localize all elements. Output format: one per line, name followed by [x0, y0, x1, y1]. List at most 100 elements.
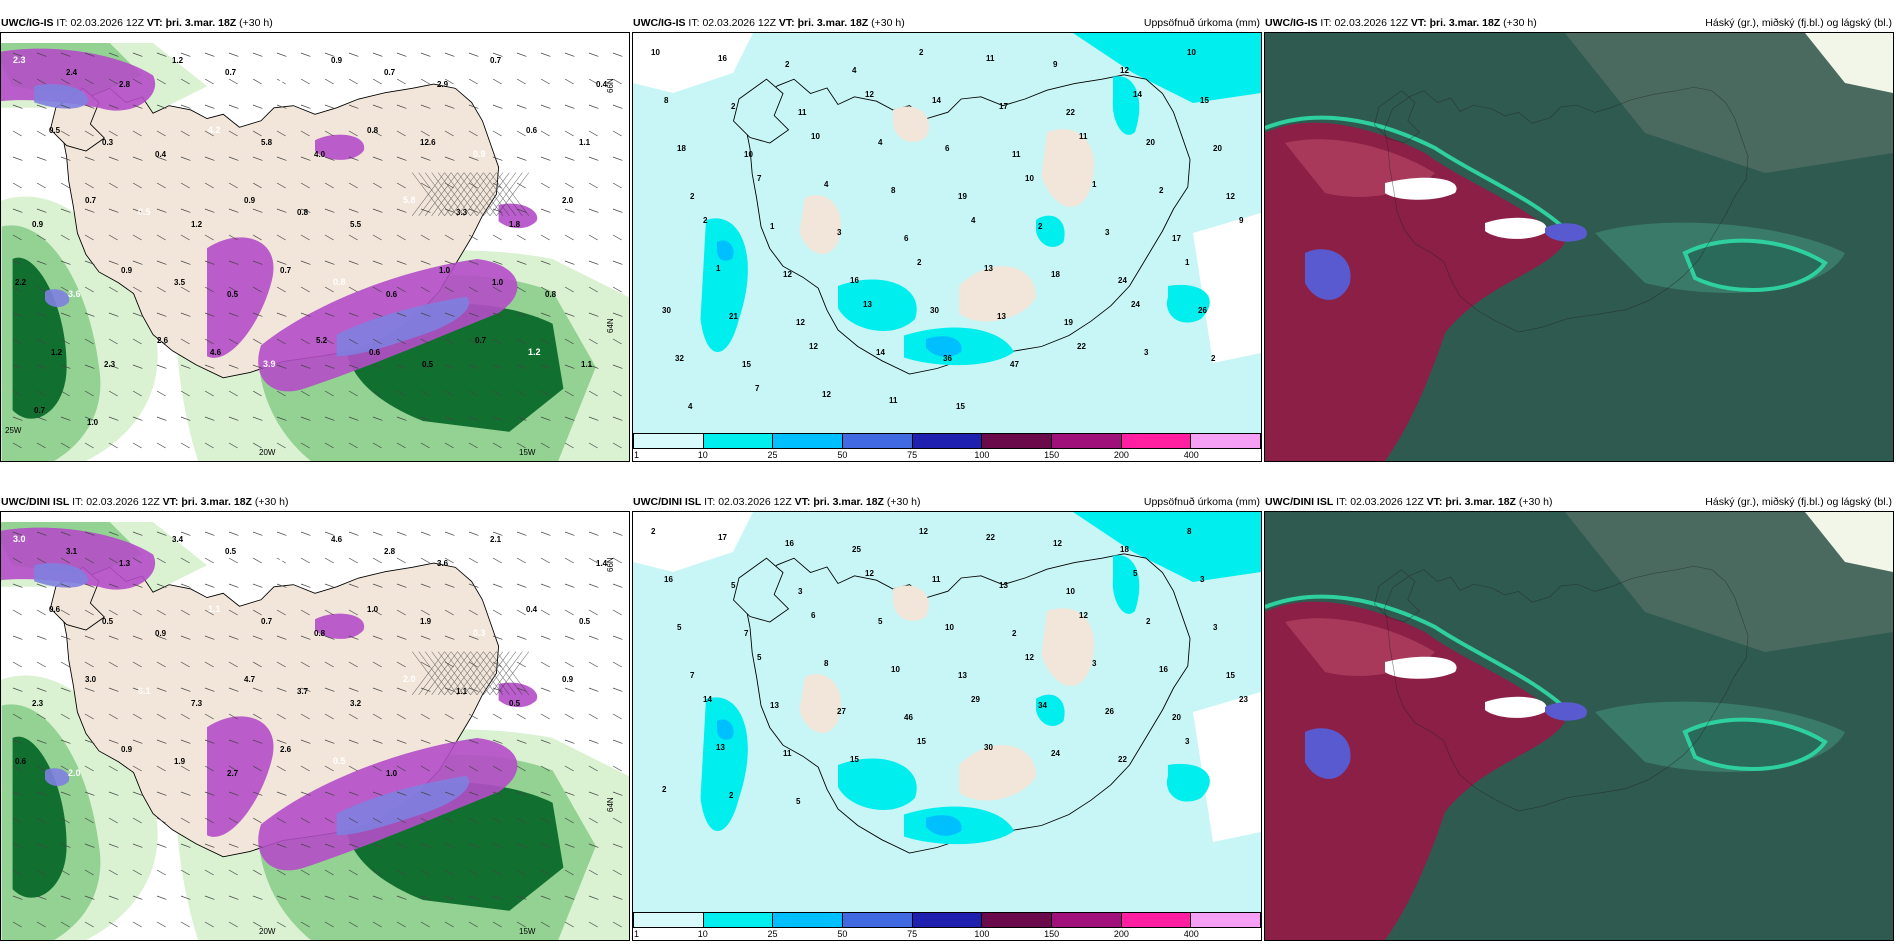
precip-value-label: 8 [664, 96, 669, 105]
gust-value-label: 3.0 [85, 675, 97, 684]
precip-value-label: 7 [755, 384, 760, 393]
colorbar-swatch [773, 913, 844, 927]
gust-value-label: 5.8 [261, 138, 273, 147]
precip-value-label: 3 [1200, 575, 1205, 584]
precip-value-label: 11 [932, 575, 941, 584]
panel-subtitle: Uppsöfnuð úrkoma (mm) [1143, 17, 1260, 29]
colorbar-swatch [1121, 913, 1192, 927]
precip-value-label: 7 [757, 174, 762, 183]
panel-dini-precip: UWC/DINI ISL IT: 02.03.2026 12Z VT: þri.… [632, 493, 1262, 941]
precip-value-label: 13 [984, 264, 993, 273]
panel-ig-wind: UWC/IG-IS IT: 02.03.2026 12Z VT: þri. 3.… [0, 14, 630, 462]
gust-value-label: 2.9 [437, 80, 449, 89]
precip-value-label: 6 [904, 234, 909, 243]
precip-value-label: 18 [1051, 270, 1060, 279]
precip-value-label: 10 [945, 623, 954, 632]
gust-value-label: 4.7 [244, 675, 256, 684]
precip-value-label: 17 [999, 102, 1008, 111]
precip-value-label: 46 [904, 713, 913, 722]
gust-value-label: 0.9 [121, 745, 133, 754]
gust-value-label: 1.1 [456, 687, 468, 696]
gust-value-label: 0.9 [155, 629, 167, 638]
precip-value-label: 11 [798, 108, 807, 117]
gust-value-label: 0.6 [369, 348, 381, 357]
precip-value-label: 22 [986, 533, 995, 542]
colorbar-swatch [982, 913, 1053, 927]
cloud-map [1264, 511, 1894, 941]
colorbar-tick-label: 400 [1183, 450, 1199, 460]
gust-value-label: 0.8 [545, 290, 557, 299]
gust-value-label: 3.0 [13, 534, 26, 544]
precip-value-label: 4 [852, 66, 857, 75]
colorbar-swatch [1191, 434, 1261, 448]
gust-value-label: 0.5 [509, 699, 521, 708]
precip-value-label: 3 [837, 228, 842, 237]
colorbar-tick-label: 1 [634, 929, 640, 939]
precip-value-label: 2 [1211, 354, 1216, 363]
colorbar-tick-label: 25 [767, 450, 778, 460]
colorbar-ticks: 1 10 25 50 75 100 150 200 400 [633, 450, 1261, 461]
precip-value-label: 2 [1012, 629, 1017, 638]
gust-value-label: 1.0 [367, 605, 379, 614]
colorbar-swatch [843, 434, 913, 448]
precip-value-label: 10 [651, 48, 660, 57]
precip-value-label: 24 [1051, 749, 1060, 758]
precip-value-label: 13 [770, 701, 779, 710]
precip-value-label: 19 [958, 192, 967, 201]
gust-value-label: 0.3 [473, 628, 486, 638]
gust-value-label: 2.3 [13, 55, 26, 65]
gust-value-label: 3.1 [66, 547, 78, 556]
gust-value-label: 2.0 [403, 674, 416, 684]
gust-value-label: 3.7 [297, 687, 309, 696]
colorbar-tick-label: 200 [1113, 929, 1129, 939]
gust-value-label: 0.8 [314, 629, 326, 638]
gust-value-label: 0.7 [490, 56, 502, 65]
gust-value-label: 0.6 [49, 605, 61, 614]
gust-value-label: 0.5 [333, 756, 346, 766]
precip-value-label: 12 [1120, 66, 1129, 75]
precip-map: 2 17 16 25 12 22 12 18 8 16 5 3 12 11 13 10 5 3 5 7 6 5 10 2 12 2… [632, 511, 1262, 941]
panel-title: UWC/IG-IS IT: 02.03.2026 12Z VT: þri. 3.… [1, 17, 273, 29]
precip-value-label: 9 [1239, 216, 1244, 225]
precip-value-label: 16 [785, 539, 794, 548]
gust-value-label: 2.2 [15, 278, 27, 287]
gust-value-label: 7.3 [191, 699, 203, 708]
gust-value-label: 0.7 [384, 68, 396, 77]
gust-value-label: 3.6 [437, 559, 449, 568]
precip-value-label: 2 [690, 192, 695, 201]
gust-value-label: 1.0 [87, 418, 99, 427]
precip-value-label: 25 [852, 545, 861, 554]
cloud-cover-map-svg [1265, 33, 1893, 461]
gust-value-label: 1.1 [579, 138, 591, 147]
panel-title: UWC/DINI ISL IT: 02.03.2026 12Z VT: þri.… [1265, 496, 1553, 508]
gust-value-label: 1.8 [509, 220, 521, 229]
precip-value-label: 8 [824, 659, 829, 668]
precip-value-label: 13 [863, 300, 872, 309]
gust-value-label: 5.2 [316, 336, 328, 345]
colorbar-swatch [703, 913, 774, 927]
precip-value-label: 21 [729, 312, 738, 321]
precip-value-label: 14 [703, 695, 712, 704]
precip-value-label: 13 [716, 743, 725, 752]
precip-value-label: 12 [1226, 192, 1235, 201]
precip-value-label: 15 [917, 737, 926, 746]
colorbar-tick-label: 10 [697, 929, 708, 939]
precip-value-label: 17 [718, 533, 727, 542]
precip-value-label: 12 [919, 527, 928, 536]
precip-value-label: 1 [1185, 258, 1190, 267]
precip-value-label: 32 [675, 354, 684, 363]
precip-value-label: 30 [984, 743, 993, 752]
precip-value-label: 5 [796, 797, 801, 806]
precip-value-label: 5 [878, 617, 883, 626]
colorbar-swatch [1052, 913, 1122, 927]
precip-value-label: 3 [1105, 228, 1110, 237]
panel-ig-cloud: UWC/IG-IS IT: 02.03.2026 12Z VT: þri. 3.… [1264, 14, 1894, 462]
precip-value-label: 2 [919, 48, 924, 57]
precip-value-label: 16 [718, 54, 727, 63]
precip-value-label: 26 [1198, 306, 1207, 315]
axis-label: 15W [519, 927, 536, 936]
gust-value-label: 3.4 [172, 535, 184, 544]
precip-value-label: 11 [783, 749, 792, 758]
gust-value-label: 0.8 [333, 277, 346, 287]
gust-value-label: 0.9 [331, 56, 343, 65]
